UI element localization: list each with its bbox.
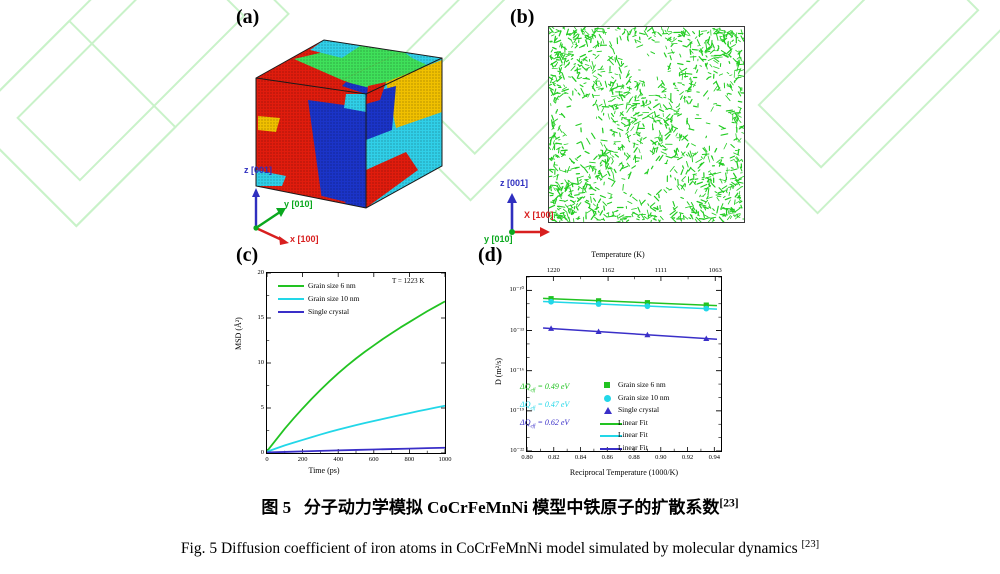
panel-d-y-tick-label: 10⁻¹³ xyxy=(510,326,524,334)
panel-a-axis-label-y: y [010] xyxy=(284,199,313,209)
panel-b-axis-triad: z [001] X [100] y [010] xyxy=(484,170,600,250)
panel-d-plot-area xyxy=(526,276,722,452)
panel-c-x-tick-label: 600 xyxy=(368,456,379,463)
panel-d-top-tick-label: 1162 xyxy=(601,267,615,274)
panel-a-tag: (a) xyxy=(236,6,260,28)
panel-c-y-axis-title-text: MSD (Å²) xyxy=(234,317,243,350)
panel-d-top-tick-label: 1220 xyxy=(546,267,560,274)
panel-d-y-axis-title: D (m²/s) xyxy=(494,358,503,385)
panel-d-x-tick-label: 0.92 xyxy=(681,454,694,461)
caption-chinese-body: 分子动力学模拟 CoCrFeMnNi 模型中铁原子的扩散系数 xyxy=(303,498,720,517)
panel-d-x-tick-label: 0.88 xyxy=(628,454,640,461)
panel-c-y-tick-label: 15 xyxy=(257,314,265,321)
panel-d-y-axis-title-text: D (m²/s) xyxy=(494,357,503,385)
panel-b-axis-label-z: z [001] xyxy=(500,178,529,188)
panel-d-legend-fit-line xyxy=(600,447,622,450)
polycrystal-cube-render xyxy=(246,20,446,210)
panel-c-y-tick-label: 5 xyxy=(260,404,264,411)
figure-panel-grid: (a) xyxy=(214,6,780,488)
panel-c-x-tick-label: 200 xyxy=(297,456,308,463)
panel-d-x-tick-label: 0.82 xyxy=(548,454,560,461)
panel-d-x-tick-label: 0.80 xyxy=(521,454,533,461)
caption-english-reference: [23] xyxy=(801,539,820,550)
panel-d-legend-fit-label: Linear Fit xyxy=(618,417,648,427)
caption-chinese-reference: [23] xyxy=(719,496,739,510)
panel-c-y-tick-label: 0 xyxy=(260,449,264,456)
panel-c-x-axis-title: Time (ps) xyxy=(308,466,340,475)
panel-d-legend-label: Grain size 6 nm xyxy=(618,380,666,389)
panel-c-plot-area xyxy=(266,272,446,454)
panel-c-x-tick-label: 0 xyxy=(265,456,269,463)
panel-d-y-tick-label: 10⁻¹⁰ xyxy=(509,286,525,294)
figure-caption-english: Fig. 5 Diffusion coefficient of iron ato… xyxy=(0,539,1000,558)
panel-d-legend-marker xyxy=(604,394,611,402)
panel-a-axis-label-x: x [100] xyxy=(290,234,319,244)
panel-c-y-tick-label: 20 xyxy=(257,269,265,276)
panel-b-tag: (b) xyxy=(510,6,535,28)
panel-d-x-tick-label: 0.94 xyxy=(708,454,720,461)
figure-caption-chinese: 图 5 分子动力学模拟 CoCrFeMnNi 模型中铁原子的扩散系数[23] xyxy=(0,493,1000,518)
panel-d-top-tick-label: 1063 xyxy=(708,267,722,274)
panel-d-legend-marker xyxy=(604,382,610,388)
panel-c-temperature-annotation: T = 1223 K xyxy=(392,277,425,285)
panel-d-x-axis-title: Reciprocal Temperature (1000/K) xyxy=(569,468,679,477)
panel-c-tag: (c) xyxy=(236,244,259,266)
panel-d-y-tick-label: 10⁻²² xyxy=(510,447,524,454)
panel-c-x-tick-label: 1000 xyxy=(438,456,452,463)
panel-c-legend-label: Grain size 10 nm xyxy=(308,294,360,303)
panel-c-y-axis-title: MSD (Å²) xyxy=(234,317,243,350)
panel-d-arrhenius-chart: (d) Temperature (K) 0.80 0.82 0.84 0.86 0.88… xyxy=(468,244,748,488)
panel-a-polycrystal: (a) xyxy=(236,6,456,245)
panel-c-legend-line xyxy=(278,311,304,313)
panel-d-top-axis-title: Temperature (K) xyxy=(591,250,645,259)
panel-c-legend-label: Single crystal xyxy=(308,307,350,316)
panel-d-legend-label: Grain size 10 nm xyxy=(618,392,670,402)
panel-c-legend-line xyxy=(278,298,304,300)
panel-d-x-tick-label: 0.90 xyxy=(655,454,667,461)
panel-d-y-tick-label: 10⁻¹⁹ xyxy=(509,406,524,414)
panel-d-x-tick-label: 0.84 xyxy=(574,454,587,461)
panel-c-msd-chart: (c) 0 200 400 600 800 1000 0 5 10 15 20 MSD (Å²) T… xyxy=(214,244,464,488)
panel-c-y-tick-label: 10 xyxy=(257,359,265,366)
panel-c-legend-label: Grain size 6 nm xyxy=(308,281,356,290)
panel-b-axis-label-x: X [100] xyxy=(524,210,554,220)
panel-d-activation-energy-label: ΔQeff = 0.47 eV xyxy=(520,400,570,412)
panel-c-legend-line xyxy=(278,285,304,287)
panel-d-activation-energy-label: ΔQeff = 0.49 eV xyxy=(520,382,570,394)
panel-d-legend-fit-label: Linear Fit xyxy=(618,442,648,452)
panel-b-trajectory: (b) z [001] X [100] y [010] xyxy=(484,6,780,244)
panel-d-activation-energy-label: ΔQeff = 0.62 eV xyxy=(520,418,570,430)
panel-d-y-tick-label: 10⁻¹⁶ xyxy=(509,366,524,374)
panel-d-legend-label: Single crystal xyxy=(618,405,660,414)
panel-b-axis-label-y: y [010] xyxy=(484,234,513,244)
panel-c-x-tick-label: 800 xyxy=(404,456,415,463)
panel-d-legend-fit-line xyxy=(600,435,622,437)
panel-d-legend-marker xyxy=(604,407,612,414)
panel-d-legend-fit-line xyxy=(600,422,622,425)
panel-d-top-tick-label: 1111 xyxy=(654,267,668,274)
panel-c-x-tick-label: 400 xyxy=(333,456,344,463)
caption-chinese-prefix: 图 5 xyxy=(261,498,292,517)
trajectory-plot-box xyxy=(548,26,745,223)
panel-d-legend-fit-label: Linear Fit xyxy=(618,430,648,439)
panel-a-axis-label-z: z [001] xyxy=(244,165,273,175)
panel-d-x-tick-label: 0.86 xyxy=(601,454,613,461)
caption-english-body: Fig. 5 Diffusion coefficient of iron ato… xyxy=(180,540,798,558)
panel-a-axis-triad: z [001] y [010] x [100] xyxy=(236,165,346,248)
panel-d-tag: (d) xyxy=(478,244,503,266)
